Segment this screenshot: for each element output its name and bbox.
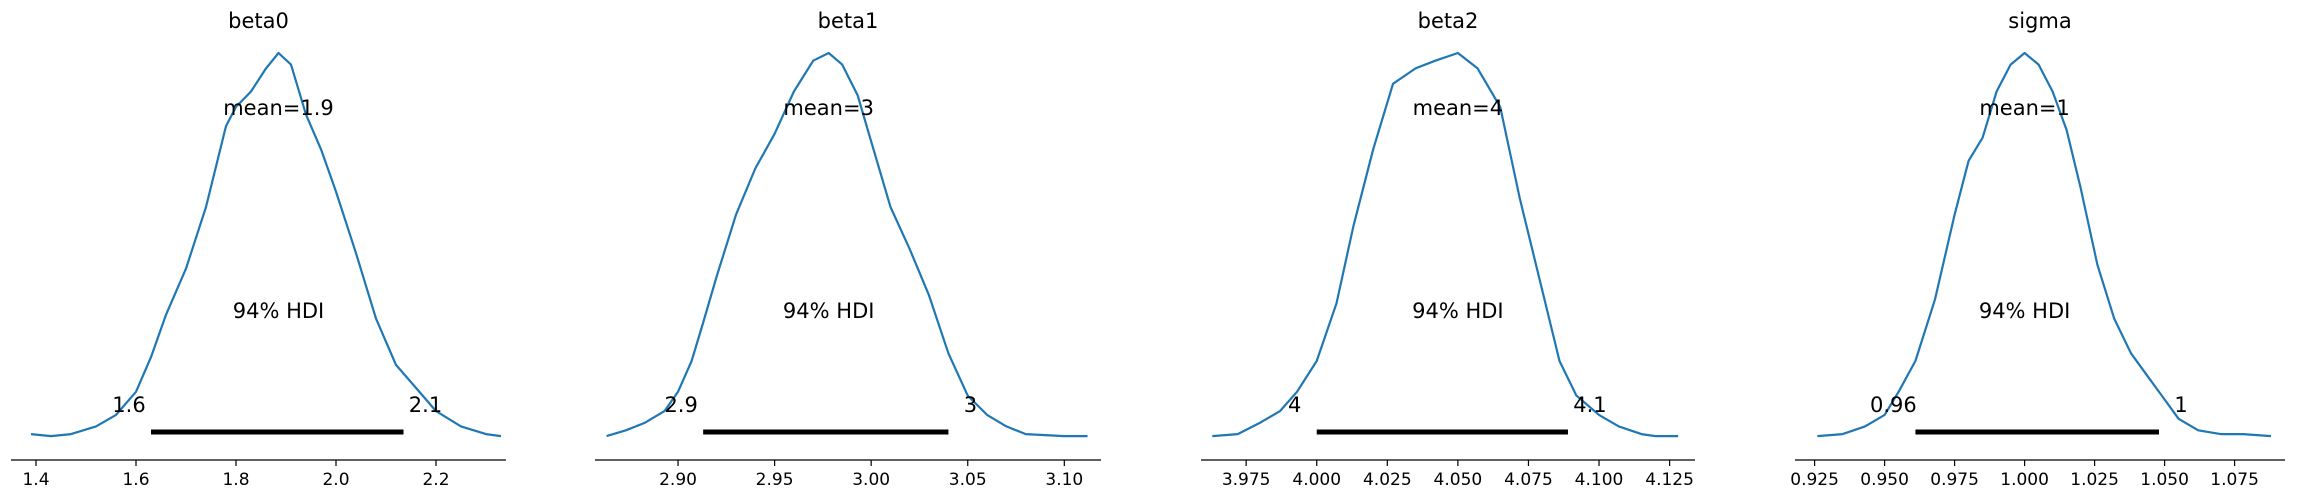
x-tick-label: 4.100 <box>1575 470 1624 490</box>
hdi-high-label: 2.1 <box>409 393 442 417</box>
x-tick-label: 2.95 <box>756 470 794 490</box>
panel-title: beta2 <box>1418 9 1479 33</box>
hdi-low-label: 4 <box>1288 393 1301 417</box>
x-tick-label: 1.050 <box>2140 470 2189 490</box>
x-tick-label: 2.0 <box>322 470 349 490</box>
panel-title: beta1 <box>818 9 879 33</box>
hdi-label: 94% HDI <box>233 299 325 323</box>
density-curve <box>606 51 1088 438</box>
panel-sigma: sigma mean=1 94% HDI 0.96 1 0.925 0.950 0.975 1.… <box>1790 9 2285 490</box>
x-tick-label: 1.6 <box>122 470 149 490</box>
x-tick-label: 3.10 <box>1045 470 1083 490</box>
x-tick-label: 4.075 <box>1504 470 1553 490</box>
mean-label: mean=3 <box>783 96 874 120</box>
hdi-low-label: 2.9 <box>664 393 697 417</box>
x-tick-label: 1.4 <box>22 470 49 490</box>
panel-title: beta0 <box>228 9 289 33</box>
x-tick-label: 0.950 <box>1860 470 1909 490</box>
x-tick-label: 2.2 <box>422 470 449 490</box>
x-tick-label: 2.90 <box>659 470 697 490</box>
hdi-label: 94% HDI <box>1412 299 1504 323</box>
hdi-low-label: 0.96 <box>1870 393 1917 417</box>
x-tick-label: 0.925 <box>1790 470 1839 490</box>
hdi-label: 94% HDI <box>1979 299 2071 323</box>
density-curve <box>1817 51 2272 438</box>
x-tick-label: 1.8 <box>222 470 249 490</box>
density-curve <box>30 51 502 438</box>
hdi-high-label: 1 <box>2174 393 2187 417</box>
x-tick-label: 3.975 <box>1222 470 1271 490</box>
x-tick-label: 1.075 <box>2210 470 2259 490</box>
x-tick-label: 1.025 <box>2070 470 2119 490</box>
x-tick-label: 0.975 <box>1930 470 1979 490</box>
hdi-label: 94% HDI <box>783 299 875 323</box>
hdi-low-label: 1.6 <box>112 393 145 417</box>
density-curve <box>1212 51 1679 438</box>
panel-beta2: beta2 mean=4 94% HDI 4 4.1 3.975 4.000 4.025 4.0… <box>1201 9 1695 490</box>
x-tick-label: 4.050 <box>1434 470 1483 490</box>
x-tick-label: 3.00 <box>852 470 890 490</box>
x-tick-label: 4.000 <box>1292 470 1341 490</box>
x-tick-label: 3.05 <box>949 470 987 490</box>
panel-beta1: beta1 mean=3 94% HDI 2.9 3 2.90 2.95 3.00 3.05 3.… <box>595 9 1101 490</box>
x-tick-label: 4.125 <box>1645 470 1694 490</box>
hdi-high-label: 3 <box>964 393 977 417</box>
x-tick-label: 4.025 <box>1363 470 1412 490</box>
x-tick-label: 1.000 <box>2000 470 2049 490</box>
hdi-high-label: 4.1 <box>1573 393 1606 417</box>
panel-beta0: beta0 mean=1.9 94% HDI 1.6 2.1 1.4 1.6 1.8 2.0 2.… <box>11 9 506 490</box>
mean-label: mean=4 <box>1413 96 1504 120</box>
panel-title: sigma <box>2008 9 2071 33</box>
mean-label: mean=1.9 <box>223 96 334 120</box>
mean-label: mean=1 <box>1979 96 2070 120</box>
